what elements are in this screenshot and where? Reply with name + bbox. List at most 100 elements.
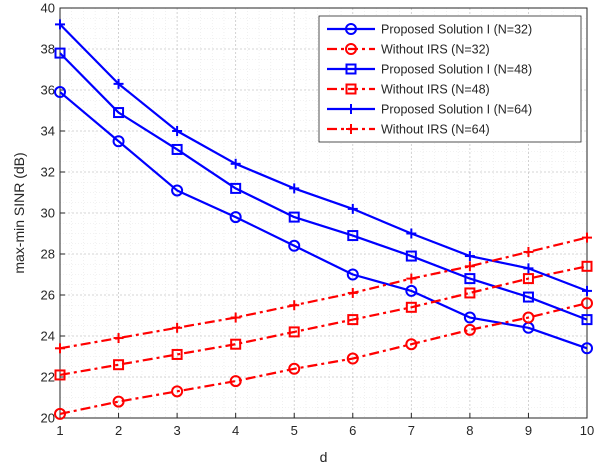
y-tick-label: 38 xyxy=(41,42,55,57)
data-point-marker xyxy=(345,63,357,75)
data-point-marker xyxy=(522,291,534,303)
data-point-marker xyxy=(288,239,301,252)
series-4 xyxy=(54,260,593,381)
data-point-marker xyxy=(522,311,535,324)
data-point-marker xyxy=(113,333,124,344)
data-point-marker xyxy=(346,352,359,365)
data-point-marker xyxy=(113,107,125,119)
data-point-marker xyxy=(345,83,357,95)
data-point-marker xyxy=(406,228,417,239)
data-point-marker xyxy=(347,203,358,214)
data-point-marker xyxy=(54,369,66,381)
series-2 xyxy=(54,297,593,420)
data-point-marker xyxy=(522,273,534,285)
x-tick-label: 2 xyxy=(115,423,122,438)
data-point-marker xyxy=(289,300,300,311)
y-tick-label: 24 xyxy=(41,329,55,344)
x-tick-label: 7 xyxy=(408,423,415,438)
data-point-marker xyxy=(463,323,476,336)
data-point-marker xyxy=(230,312,241,323)
data-point-marker xyxy=(464,273,476,285)
y-tick-label: 40 xyxy=(41,1,55,16)
data-point-marker xyxy=(289,183,300,194)
data-point-marker xyxy=(463,311,476,324)
data-point-marker xyxy=(346,268,359,281)
data-point-marker xyxy=(405,338,418,351)
y-tick-label: 26 xyxy=(41,288,55,303)
legend-entry: Proposed Solution I (N=32) xyxy=(327,23,532,37)
data-point-marker xyxy=(345,23,357,35)
legend-label: Proposed Solution I (N=64) xyxy=(381,103,532,117)
data-point-marker xyxy=(581,342,593,355)
data-point-marker xyxy=(288,326,300,338)
series-line xyxy=(59,236,588,350)
x-axis-label: d xyxy=(320,449,328,465)
data-point-marker xyxy=(406,273,417,284)
x-tick-label: 9 xyxy=(525,423,532,438)
legend-label: Without IRS (N=32) xyxy=(381,43,490,57)
legend-label: Proposed Solution I (N=48) xyxy=(381,63,532,77)
legend: Proposed Solution I (N=32) Without IRS (N… xyxy=(318,15,582,143)
data-point-marker xyxy=(230,182,242,194)
data-point-marker xyxy=(172,322,183,333)
data-point-marker xyxy=(113,78,124,89)
series-group xyxy=(54,19,593,420)
y-tick-label: 34 xyxy=(41,124,55,139)
data-point-marker xyxy=(405,284,418,297)
data-point-marker xyxy=(464,287,476,299)
x-tick-label: 1 xyxy=(56,423,63,438)
data-point-marker xyxy=(581,297,593,310)
data-point-marker xyxy=(172,126,183,136)
x-tick-label: 6 xyxy=(349,423,356,438)
data-point-marker xyxy=(405,250,417,262)
data-point-marker xyxy=(405,301,417,313)
data-point-marker xyxy=(523,263,534,274)
legend-label: Without IRS (N=48) xyxy=(381,83,490,97)
data-point-marker xyxy=(54,407,66,420)
series-3 xyxy=(54,47,593,326)
data-point-marker xyxy=(581,314,593,326)
legend-entry: Without IRS (N=32) xyxy=(327,43,490,57)
data-point-marker xyxy=(112,135,125,148)
legend-label: Without IRS (N=64) xyxy=(381,123,490,137)
series-5 xyxy=(55,19,592,296)
data-point-marker xyxy=(229,375,242,388)
data-point-marker xyxy=(346,104,356,114)
series-line xyxy=(59,52,588,321)
data-point-marker xyxy=(581,260,593,272)
y-tick-label: 28 xyxy=(41,247,55,262)
data-point-marker xyxy=(464,251,475,262)
data-point-marker xyxy=(345,43,357,55)
x-tick-label: 8 xyxy=(466,423,473,438)
data-point-marker xyxy=(54,86,66,99)
series-line xyxy=(59,265,588,377)
data-point-marker xyxy=(346,124,356,134)
data-point-marker xyxy=(347,314,359,326)
data-point-marker xyxy=(523,246,534,257)
legend-entry: Without IRS (N=48) xyxy=(327,83,490,97)
legend-entry: Proposed Solution I (N=64) xyxy=(327,103,532,117)
legend-label: Proposed Solution I (N=32) xyxy=(381,23,532,37)
y-tick-label: 30 xyxy=(41,206,55,221)
data-point-marker xyxy=(230,158,241,169)
data-point-marker xyxy=(171,143,183,155)
data-point-marker xyxy=(54,47,66,59)
x-tick-label: 10 xyxy=(580,423,594,438)
data-point-marker xyxy=(288,362,301,375)
x-tick-label: 5 xyxy=(291,423,298,438)
data-point-marker xyxy=(347,230,359,242)
data-point-marker xyxy=(582,285,592,296)
y-axis-label: max-min SINR (dB) xyxy=(11,152,27,273)
data-point-marker xyxy=(171,348,183,360)
data-point-marker xyxy=(55,343,65,354)
y-tick-label: 20 xyxy=(41,411,55,426)
data-point-marker xyxy=(171,184,184,197)
data-point-marker xyxy=(171,385,184,398)
data-point-marker xyxy=(112,395,125,408)
y-tick-label: 36 xyxy=(41,83,55,98)
x-tick-label: 3 xyxy=(173,423,180,438)
legend-entry: Without IRS (N=64) xyxy=(327,123,490,137)
data-point-marker xyxy=(113,359,125,371)
